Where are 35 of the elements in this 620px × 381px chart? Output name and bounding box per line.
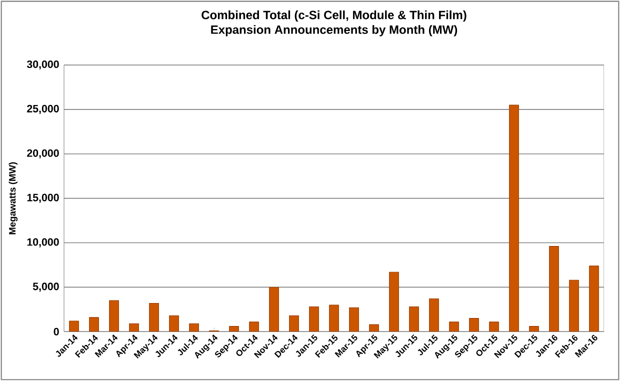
bar	[429, 298, 439, 332]
chart-title: Combined Total (c-Si Cell, Module & Thin Film) Expansion Announcements by Month (MW)	[202, 10, 466, 36]
bar	[189, 323, 199, 332]
y-tick-label: 30,000	[26, 60, 59, 70]
bar	[369, 324, 379, 332]
y-tick-label: 15,000	[27, 194, 59, 203]
bar	[509, 104, 519, 332]
bar	[89, 317, 99, 332]
bar	[149, 302, 159, 332]
y-tick-label: 10,000	[27, 238, 59, 248]
bar	[289, 315, 299, 332]
bar	[389, 272, 399, 332]
bar	[349, 307, 359, 332]
bar	[69, 320, 79, 332]
bar	[569, 280, 579, 332]
y-axis-title: Megawatts (MW)	[8, 162, 18, 234]
y-tick-label: 25,000	[27, 104, 59, 114]
bar	[329, 304, 339, 332]
y-tick-label: 20,000	[27, 149, 59, 158]
bar	[409, 306, 419, 332]
bar	[449, 322, 459, 332]
bar	[489, 322, 499, 332]
bar	[269, 286, 279, 332]
bar	[169, 315, 179, 332]
bar	[529, 326, 539, 332]
bar	[229, 326, 239, 332]
bar	[309, 306, 319, 332]
y-tick-label: 5,000	[32, 282, 59, 292]
bar	[129, 323, 139, 332]
bar	[249, 322, 259, 332]
bar	[549, 246, 559, 332]
bar	[109, 300, 119, 332]
bar	[469, 318, 479, 332]
y-tick-label: 0	[54, 328, 59, 336]
bar	[589, 266, 599, 332]
